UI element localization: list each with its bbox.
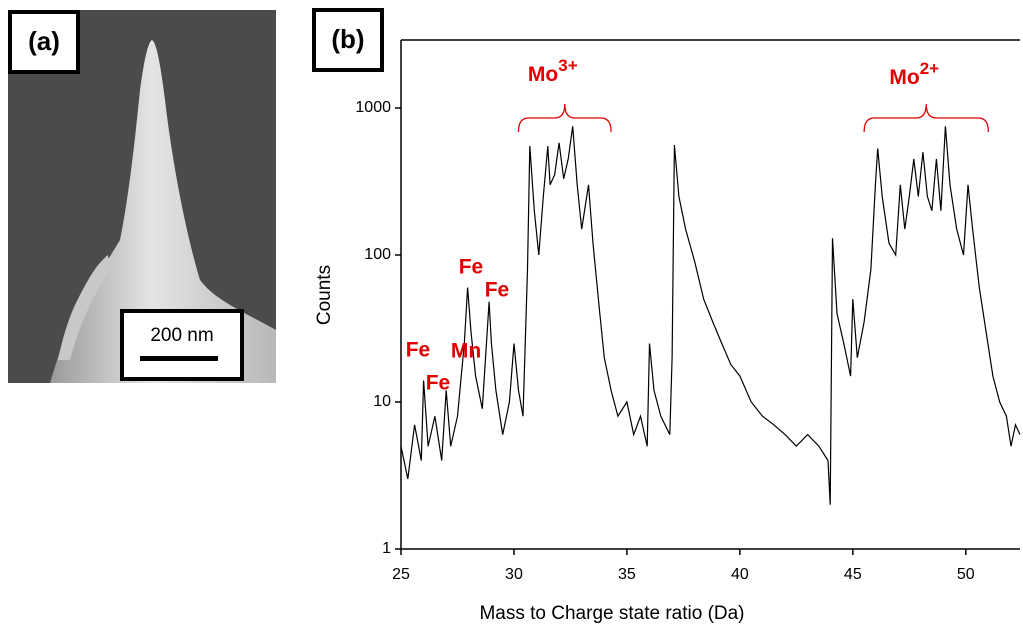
x-tick-label: 50	[957, 566, 975, 583]
annotation: Mo2+	[889, 59, 939, 88]
panel-label-box	[312, 8, 384, 72]
peak-label: Mn	[451, 340, 481, 363]
panel-label: (a)	[28, 26, 60, 56]
scale-bar-label: 200 nm	[150, 325, 213, 346]
tip	[50, 40, 276, 383]
annotation-text: Mo	[528, 63, 558, 86]
peak-label: Fe	[459, 256, 484, 279]
x-tick-label: 30	[505, 566, 523, 583]
annotation-superscript: 3+	[558, 56, 577, 75]
x-axis-label: Mass to Charge state ratio (Da)	[479, 603, 744, 624]
bracket	[517, 103, 612, 133]
x-tick-label: 40	[731, 566, 749, 583]
x-tick-label: 45	[844, 566, 862, 583]
y-tick-label: 10	[373, 393, 391, 410]
x-tick-label: 35	[618, 566, 636, 583]
peak-label: Fe	[426, 372, 451, 395]
peak-label: Fe	[485, 279, 510, 302]
y-tick-label: 1000	[355, 99, 391, 116]
bracket	[863, 103, 990, 133]
annotation-text: Mo	[889, 66, 919, 89]
tip-ridge	[58, 255, 110, 360]
x-tick-label: 25	[392, 566, 410, 583]
scale-bar	[140, 356, 218, 361]
spectrum-line	[400, 126, 1021, 505]
y-tick-label: 1	[382, 540, 391, 557]
spectrum-chart: (b) Mass to Charge state ratio (Da) Coun…	[312, 8, 745, 624]
annotation: Mo3+	[528, 56, 578, 85]
peak-label: Fe	[406, 339, 431, 362]
panel-label: (b)	[331, 24, 364, 54]
y-axis-label: Counts	[314, 265, 335, 325]
y-tick-label: 100	[364, 246, 391, 263]
scale-bar-box	[120, 309, 244, 381]
annotation-superscript: 2+	[920, 59, 939, 78]
panel-label-box	[8, 10, 80, 74]
micrograph: (a) 200 nm	[8, 10, 276, 383]
